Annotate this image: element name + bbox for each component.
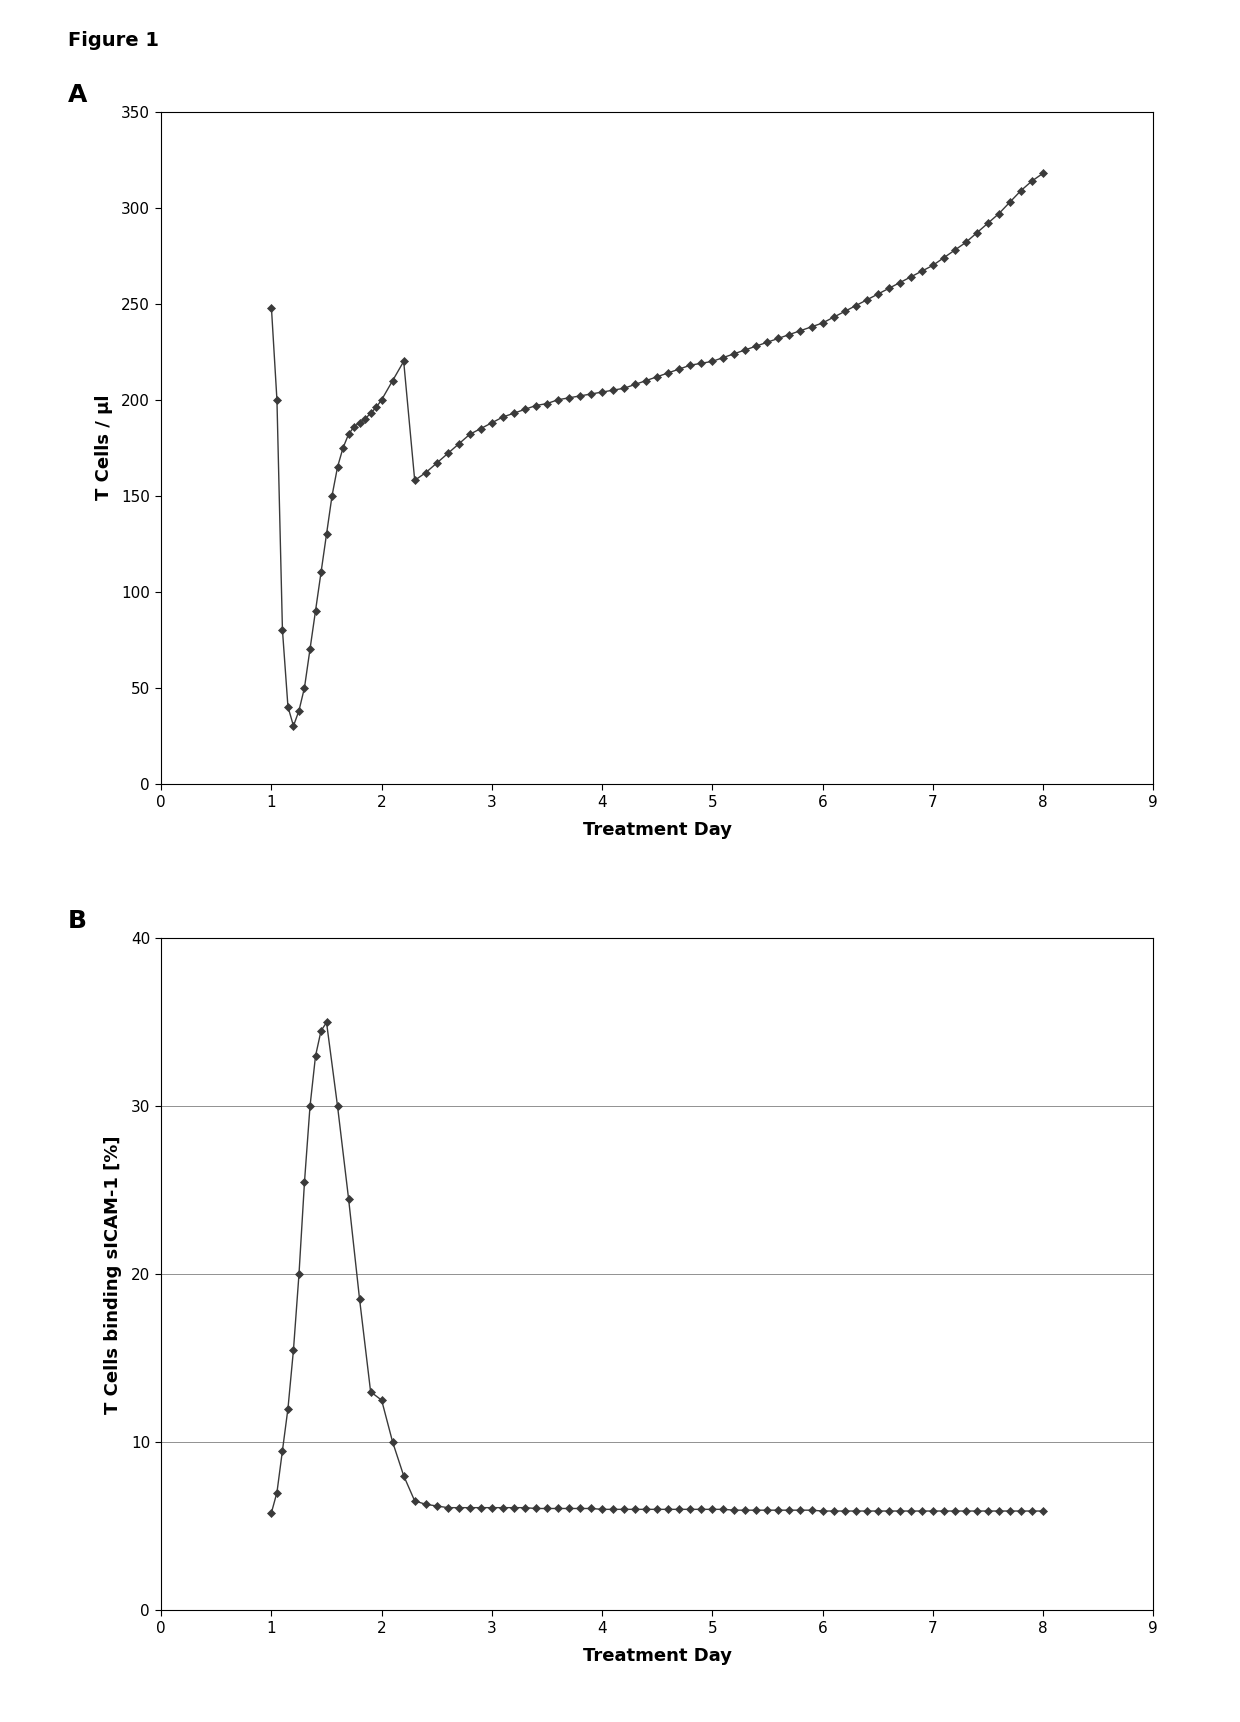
Y-axis label: T Cells binding sICAM-1 [%]: T Cells binding sICAM-1 [%] xyxy=(104,1135,123,1414)
Y-axis label: T Cells / µl: T Cells / µl xyxy=(94,394,113,501)
Text: Figure 1: Figure 1 xyxy=(68,31,159,50)
X-axis label: Treatment Day: Treatment Day xyxy=(583,1648,732,1665)
Text: A: A xyxy=(68,83,88,107)
X-axis label: Treatment Day: Treatment Day xyxy=(583,821,732,839)
Text: B: B xyxy=(68,909,87,933)
